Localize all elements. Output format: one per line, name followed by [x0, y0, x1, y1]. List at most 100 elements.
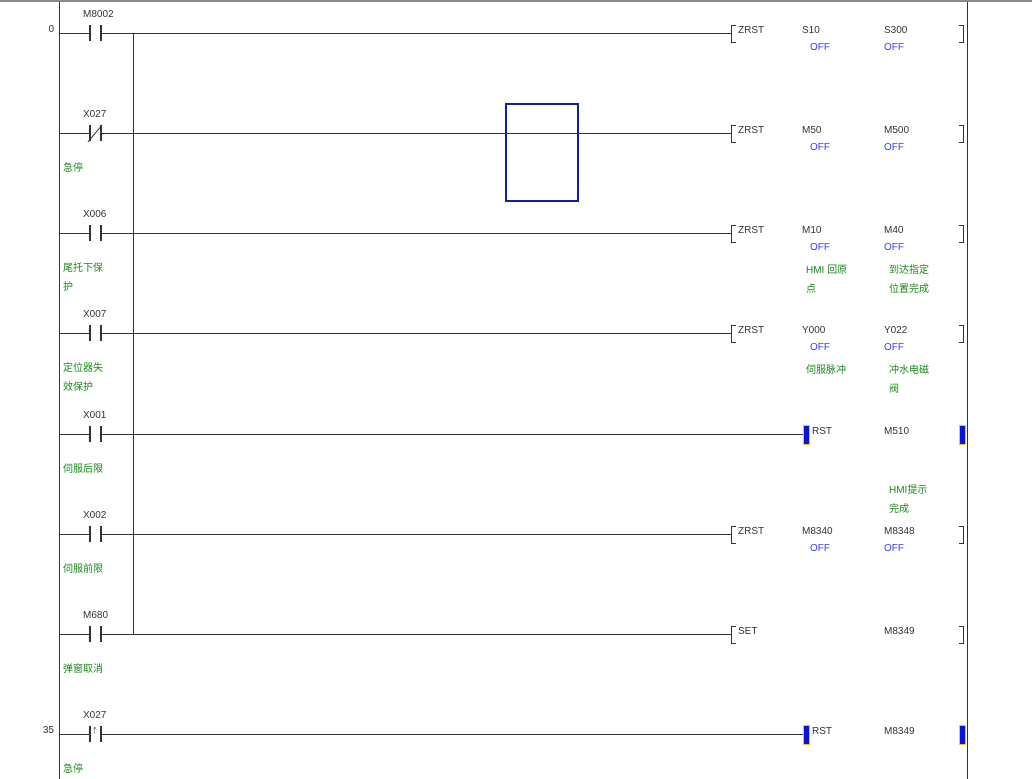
contact-right-bar	[100, 526, 102, 542]
instruction-right-bracket	[959, 325, 964, 343]
contact-label[interactable]: X007	[83, 309, 107, 320]
contact-left-bar	[89, 325, 91, 341]
contact-label[interactable]: X002	[83, 510, 107, 521]
step-number: 35	[42, 725, 54, 736]
instruction-left-bracket	[731, 526, 736, 544]
contact-label[interactable]: X027	[83, 109, 107, 120]
device-comment: 定位器失	[63, 363, 103, 374]
operand[interactable]: M50	[802, 125, 822, 136]
operand[interactable]: S10	[802, 25, 820, 36]
operand[interactable]: M8349	[884, 626, 915, 637]
instruction-left-bracket	[731, 25, 736, 43]
operand[interactable]: M8349	[884, 726, 915, 737]
device-comment: 急停	[63, 764, 83, 775]
operand-status: OFF	[810, 342, 830, 353]
operand[interactable]: M510	[884, 426, 910, 437]
contact-label[interactable]: M8002	[83, 9, 114, 20]
contact-left-bar	[89, 426, 91, 442]
instruction-name[interactable]: RST	[812, 726, 832, 737]
rung-wire	[102, 634, 731, 635]
operand-status: OFF	[810, 142, 830, 153]
operand[interactable]: S300	[884, 25, 908, 36]
operand-status: OFF	[884, 142, 904, 153]
instruction-name[interactable]: SET	[738, 626, 758, 637]
operand[interactable]: M40	[884, 225, 904, 236]
rung-wire	[59, 734, 89, 735]
operand-comment: HMI提示	[889, 485, 928, 496]
instruction-right-bracket	[959, 25, 964, 43]
contact-label[interactable]: X027	[83, 710, 107, 721]
instruction-right-marker	[959, 725, 966, 745]
operand[interactable]: M500	[884, 125, 910, 136]
rung-wire	[102, 33, 731, 34]
instruction-name[interactable]: ZRST	[738, 526, 765, 537]
operand-comment: 点	[806, 284, 816, 295]
rung-wire	[59, 33, 89, 34]
instruction-name[interactable]: ZRST	[738, 25, 765, 36]
editor-cursor[interactable]	[505, 103, 579, 202]
operand[interactable]: M8348	[884, 526, 915, 537]
instruction-name[interactable]: ZRST	[738, 125, 765, 136]
contact-label[interactable]: X001	[83, 410, 107, 421]
right-power-rail	[967, 2, 968, 779]
contact-left-bar	[89, 726, 91, 742]
device-comment: 尾托下保	[63, 263, 103, 274]
operand[interactable]: M8340	[802, 526, 833, 537]
contact-right-bar	[100, 225, 102, 241]
rung-wire	[59, 233, 89, 234]
rung-wire	[102, 133, 731, 134]
contact-right-bar	[100, 626, 102, 642]
operand-status: OFF	[810, 242, 830, 253]
operand-comment: 到达指定	[889, 265, 929, 276]
instruction-left-bracket	[731, 125, 736, 143]
operand[interactable]: M10	[802, 225, 822, 236]
contact-left-bar	[89, 25, 91, 41]
step-number: 0	[48, 24, 54, 35]
operand-comment: 伺服脉冲	[806, 365, 846, 376]
rising-edge-arrow-icon: ↑	[92, 724, 98, 736]
operand-comment: 位置完成	[889, 284, 929, 295]
instruction-left-marker	[803, 725, 810, 745]
contact-right-bar	[100, 125, 102, 141]
instruction-name[interactable]: ZRST	[738, 225, 765, 236]
instruction-right-bracket	[959, 225, 964, 243]
left-power-rail	[59, 2, 60, 779]
instruction-right-bracket	[959, 125, 964, 143]
contact-left-bar	[89, 526, 91, 542]
instruction-left-bracket	[731, 325, 736, 343]
instruction-right-bracket	[959, 526, 964, 544]
device-comment: 伺服后限	[63, 464, 103, 475]
instruction-name[interactable]: RST	[812, 426, 832, 437]
device-comment: 效保护	[63, 382, 93, 393]
operand-status: OFF	[884, 42, 904, 53]
rung-wire	[102, 434, 804, 435]
contact-label[interactable]: M680	[83, 610, 109, 621]
contact-right-bar	[100, 25, 102, 41]
instruction-right-marker	[959, 425, 966, 445]
rung-wire	[59, 534, 89, 535]
contact-right-bar	[100, 726, 102, 742]
rung-wire	[102, 734, 804, 735]
instruction-left-marker	[803, 425, 810, 445]
instruction-left-bracket	[731, 225, 736, 243]
contact-right-bar	[100, 426, 102, 442]
rung-wire	[102, 233, 731, 234]
instruction-right-bracket	[959, 626, 964, 644]
parallel-branch-line	[133, 33, 134, 635]
operand-status: OFF	[810, 543, 830, 554]
operand-status: OFF	[884, 242, 904, 253]
operand[interactable]: Y000	[802, 325, 826, 336]
contact-label[interactable]: X006	[83, 209, 107, 220]
operand[interactable]: Y022	[884, 325, 908, 336]
device-comment: 急停	[63, 163, 83, 174]
contact-left-bar	[89, 125, 91, 141]
device-comment: 弹窗取消	[63, 664, 103, 675]
instruction-name[interactable]: ZRST	[738, 325, 765, 336]
operand-comment: HMI 回原	[806, 265, 848, 276]
rung-wire	[59, 333, 89, 334]
operand-status: OFF	[884, 342, 904, 353]
rung-wire	[59, 133, 89, 134]
window-top-border	[0, 0, 1032, 2]
rung-wire	[102, 534, 731, 535]
device-comment: 伺服前限	[63, 564, 103, 575]
